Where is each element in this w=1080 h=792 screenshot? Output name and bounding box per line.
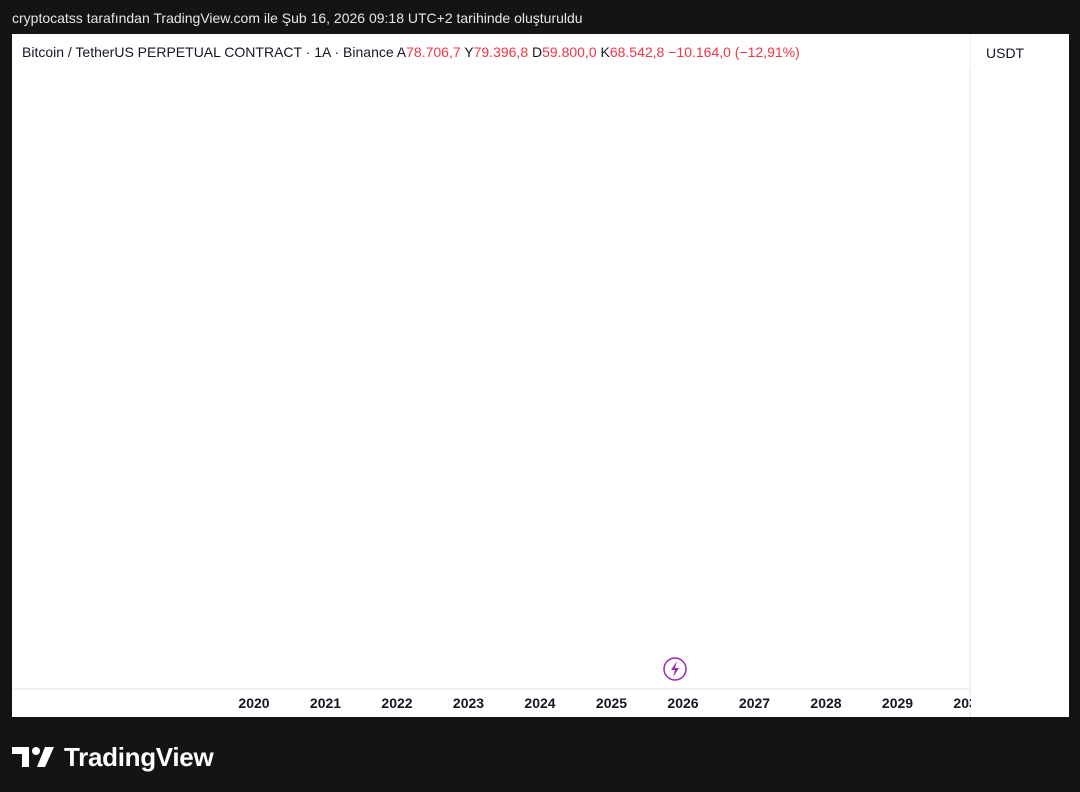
x-tick-label: 2024 — [524, 695, 555, 711]
x-tick-label: 2028 — [810, 695, 841, 711]
lightning-icon-ring — [663, 657, 687, 681]
tradingview-logo-icon — [12, 747, 54, 767]
legend-line: Bitcoin / TetherUS PERPETUAL CONTRACT · … — [22, 44, 800, 60]
x-tick-label: 2025 — [596, 695, 627, 711]
legend-c-value: 68.542,8 — [610, 44, 665, 60]
chart-caption: cryptocatss tarafından TradingView.com i… — [12, 10, 583, 26]
x-tick-label: 2020 — [238, 695, 269, 711]
legend-c-label: K — [597, 44, 611, 60]
legend-symbol: Bitcoin / TetherUS PERPETUAL CONTRACT · … — [22, 44, 394, 60]
legend-h-value: 79.396,8 — [474, 44, 529, 60]
x-tick-label: 2021 — [310, 695, 341, 711]
brand-name: TradingView — [64, 741, 214, 772]
chart-panel[interactable]: DD 2020202120222023202420252026202720282… — [12, 34, 1069, 717]
legend-l-label: D — [528, 44, 542, 60]
x-tick-label: 2022 — [381, 695, 412, 711]
currency-label[interactable]: USDT — [986, 45, 1025, 61]
x-tick-label: 2023 — [453, 695, 484, 711]
legend-h-label: Y — [461, 44, 475, 60]
legend-change: −10.164,0 (−12,91%) — [664, 44, 799, 60]
tradingview-brand: TradingView — [12, 740, 214, 774]
chart-background — [12, 34, 1069, 717]
lightning-icon-bolt — [671, 661, 679, 677]
legend-l-value: 59.800,0 — [542, 44, 597, 60]
x-tick-label: 2026 — [667, 695, 698, 711]
lightning-icon[interactable] — [663, 657, 687, 681]
x-tick-label: 2027 — [739, 695, 770, 711]
x-tick-label: 2029 — [882, 695, 913, 711]
legend-bg — [12, 34, 970, 68]
price-scale-corner — [971, 690, 1069, 717]
legend-o-label: A — [394, 44, 407, 60]
candlestick-chart[interactable]: DD 2020202120222023202420252026202720282… — [12, 34, 1069, 717]
legend-o-value: 78.706,7 — [406, 44, 461, 60]
